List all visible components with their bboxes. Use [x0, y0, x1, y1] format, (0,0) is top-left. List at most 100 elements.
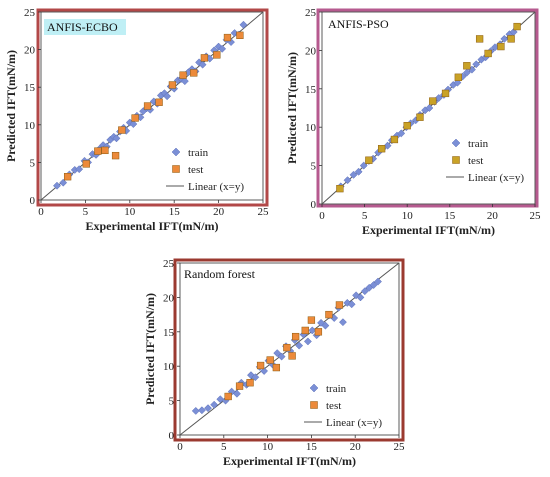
test-point [118, 126, 126, 134]
y-tick-label: 25 [24, 7, 36, 19]
x-tick-label: 25 [258, 206, 270, 218]
panel-2: 0 5 10 15 20 25 0 5 10 15 20 25 Experimental IFT(mN/… [285, 7, 541, 237]
train-point [338, 318, 347, 327]
legend: train test Linear (x=y) [446, 138, 524, 184]
y-tick-label: 5 [311, 161, 317, 173]
test-point [63, 173, 72, 181]
x-tick-label: 10 [262, 441, 274, 453]
y-tick-label: 15 [24, 82, 36, 94]
test-point [463, 62, 471, 70]
train-point [308, 326, 317, 335]
train-point [210, 400, 219, 409]
train-point [321, 321, 330, 330]
train-point [356, 293, 365, 302]
test-point [223, 33, 232, 42]
legend-test-marker [452, 156, 460, 164]
y-tick-label: 10 [163, 361, 175, 373]
test-point [390, 135, 399, 144]
y-tick-label: 15 [305, 84, 317, 96]
train-point [383, 141, 392, 150]
train-point [434, 94, 443, 102]
test-point [283, 343, 291, 352]
panel-1: 0 5 10 15 20 25 0 5 10 15 20 25 Experimental IFT(mN/… [4, 7, 269, 233]
x-tick-label: 0 [38, 206, 44, 218]
test-point [143, 102, 152, 110]
y-tick-label: 15 [163, 327, 175, 339]
train-point [59, 178, 68, 187]
test-point [224, 392, 232, 401]
legend-train-label: train [468, 138, 489, 150]
panel-3: 0 5 10 15 20 25 0 5 10 15 20 25 Experimental IFT(mN/… [143, 258, 405, 468]
test-point [200, 54, 209, 62]
train-point [163, 92, 172, 101]
test-point [236, 31, 244, 39]
plot-area [40, 11, 264, 201]
x-tick-label: 25 [394, 441, 406, 453]
train-point [500, 34, 509, 43]
x-axis-label: Experimental IFT(mN/m) [223, 454, 356, 468]
chart-title: ANFIS-PSO [328, 17, 389, 31]
train-point [204, 404, 212, 413]
legend: train test Linear (x=y) [304, 383, 382, 429]
train-point [349, 170, 358, 179]
test-point [336, 184, 344, 193]
train-point [425, 104, 434, 112]
test-point [155, 98, 163, 106]
legend-linear-label: Linear (x=y) [326, 417, 382, 429]
test-point [416, 113, 424, 121]
test-point [325, 310, 333, 319]
train-point [343, 298, 352, 307]
train-point [75, 165, 84, 174]
test-point [111, 151, 120, 160]
y-tick-label: 0 [169, 430, 175, 442]
train-point [197, 406, 206, 415]
chart-title: ANFIS-ECBO [47, 20, 118, 34]
train-point [343, 176, 352, 185]
test-point [507, 35, 515, 43]
train-point [472, 60, 481, 69]
test-point [475, 35, 484, 43]
test-point [213, 51, 221, 59]
test-point [497, 42, 505, 51]
title-highlight [44, 19, 126, 35]
y-tick-label: 25 [163, 258, 175, 270]
train-point [180, 77, 189, 86]
x-tick-label: 5 [362, 210, 368, 222]
test-point [513, 22, 521, 31]
y-tick-label: 5 [169, 396, 175, 408]
panel-frame [316, 8, 539, 208]
x-tick-label: 5 [83, 206, 89, 218]
test-point [131, 114, 139, 122]
test-point [291, 332, 300, 341]
legend-test-marker [310, 401, 318, 409]
train-point [53, 181, 61, 190]
legend-linear-label: Linear (x=y) [188, 181, 244, 193]
y-tick-label: 20 [163, 292, 175, 304]
train-point [218, 44, 227, 53]
legend-train-label: train [326, 383, 347, 395]
test-point [168, 81, 177, 89]
test-point [307, 316, 316, 324]
train-point [347, 300, 356, 309]
test-point [335, 301, 344, 309]
y-tick-label: 10 [24, 120, 36, 132]
panel-frame [173, 258, 405, 442]
test-point [272, 363, 281, 372]
x-tick-label: 0 [177, 441, 183, 453]
y-tick-label: 5 [30, 157, 36, 169]
test-point [403, 122, 411, 130]
plot-area [179, 262, 400, 436]
y-tick-label: 20 [24, 45, 36, 57]
chart-title: Random forest [184, 267, 256, 281]
train-point [198, 60, 207, 69]
y-axis-label: Predicted IFT(mN/m) [143, 293, 157, 405]
train-point [317, 318, 325, 327]
x-tick-label: 25 [530, 210, 542, 222]
legend-test-label: test [326, 400, 341, 412]
x-tick-label: 0 [319, 210, 325, 222]
train-point [462, 68, 471, 77]
train-point [277, 352, 286, 361]
test-point [377, 145, 386, 153]
test-point [246, 379, 254, 387]
